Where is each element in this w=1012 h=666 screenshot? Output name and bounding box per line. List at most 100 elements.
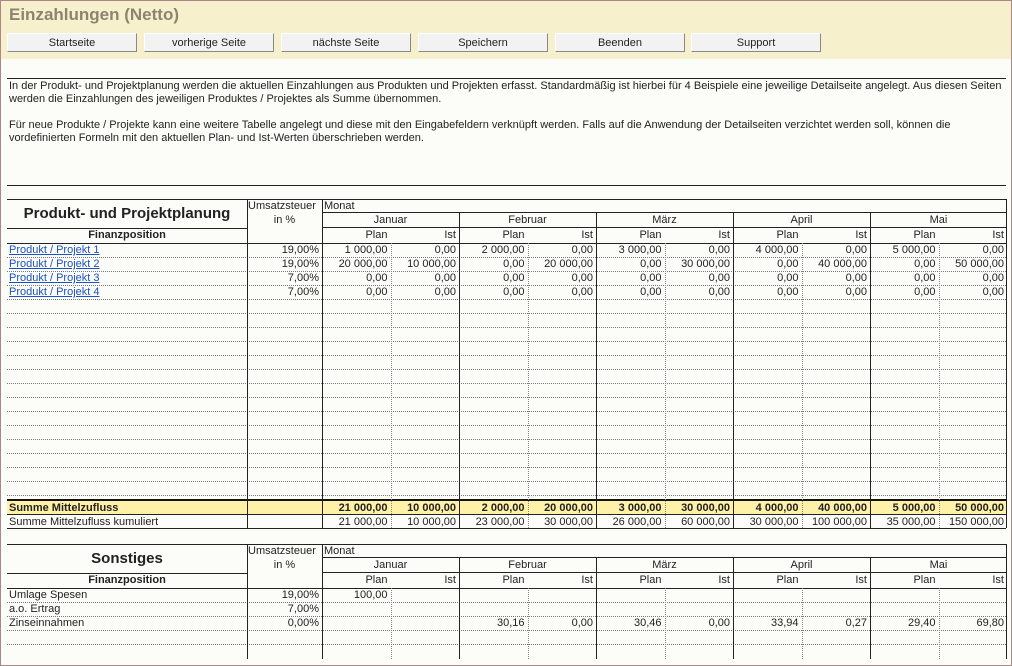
table-line [322, 212, 1006, 213]
value-cell: 0,00 [982, 286, 1004, 298]
row-line [7, 481, 1006, 482]
value-cell: 0,00 [571, 244, 593, 256]
value-cell: 10 000,00 [407, 258, 456, 270]
column-header: Monat [324, 200, 355, 212]
value-cell: 60 000,00 [681, 516, 730, 528]
nav-button[interactable]: Speichern [418, 33, 548, 52]
row-label[interactable]: Produkt / Projekt 2 [9, 258, 100, 270]
nav-button[interactable]: Startseite [7, 33, 137, 52]
value-cell: 30,16 [496, 617, 525, 629]
column-line [870, 557, 871, 659]
month-header: Mai [929, 214, 948, 226]
column-line [664, 243, 666, 528]
column-header: Umsatzsteuer [248, 545, 316, 557]
value-cell: 0,00 [503, 258, 525, 270]
plan-header: Plan [776, 229, 799, 241]
value-cell: 0,00 [503, 272, 525, 284]
table-line [322, 572, 1006, 573]
row-line [7, 369, 1006, 370]
row-label: Summe Mittelzufluss kumuliert [9, 516, 159, 528]
value-cell: 30 000,00 [749, 516, 799, 528]
month-header: April [790, 559, 813, 571]
value-cell: 0,00 [503, 286, 525, 298]
value-cell: 0,00 [708, 244, 730, 256]
column-line [247, 544, 248, 659]
nav-button[interactable]: nächste Seite [281, 33, 411, 52]
value-cell: 0,00 [708, 286, 730, 298]
plan-header: Plan [913, 229, 936, 241]
column-header: Umsatzsteuer [248, 200, 316, 212]
nav-button[interactable]: Beenden [555, 33, 685, 52]
sum-border [7, 499, 1006, 501]
plan-header: Plan [639, 574, 662, 586]
column-line [664, 588, 666, 659]
ist-header: Ist [855, 229, 867, 241]
value-cell: 0,00 [982, 244, 1004, 256]
ist-header: Ist [718, 574, 730, 586]
column-line [390, 588, 392, 659]
value-cell: 2 000,00 [481, 244, 525, 256]
value-cell: 0,00 [640, 258, 662, 270]
column-header: Monat [324, 545, 355, 557]
value-cell: 0,00 [845, 244, 867, 256]
table-line [322, 557, 1006, 558]
row-line [7, 285, 1006, 286]
row-label: Zinseinnahmen [9, 617, 85, 629]
row-line [7, 271, 1006, 272]
plan-header: Plan [365, 574, 388, 586]
column-line [596, 557, 597, 659]
row-line [7, 397, 1006, 398]
value-cell: 40 000,00 [818, 502, 867, 514]
row-label[interactable]: Produkt / Projekt 1 [9, 244, 100, 256]
value-cell: 5 000,00 [892, 502, 936, 514]
tax-rate: 7,00% [287, 286, 319, 298]
table-border [7, 199, 1006, 200]
column-line [1006, 544, 1007, 659]
nav-button[interactable]: Support [691, 33, 821, 52]
value-cell: 40 000,00 [818, 258, 867, 270]
row-label[interactable]: Produkt / Projekt 4 [9, 286, 100, 298]
row-line [7, 327, 1006, 328]
value-cell: 0,00 [640, 286, 662, 298]
value-cell: 0,00 [366, 272, 388, 284]
sum-band [7, 501, 1006, 514]
value-cell: 10 000,00 [407, 516, 456, 528]
value-cell: 0,00 [434, 272, 456, 284]
row-label[interactable]: Produkt / Projekt 3 [9, 272, 100, 284]
value-cell: 3 000,00 [618, 502, 662, 514]
table-line [7, 528, 1006, 529]
plan-header: Plan [776, 574, 799, 586]
column-line [322, 199, 323, 528]
separator [7, 78, 1006, 79]
value-cell: 2 000,00 [481, 502, 525, 514]
plan-header: Plan [502, 229, 525, 241]
column-line [733, 212, 734, 528]
row-line [7, 411, 1006, 412]
month-header: März [652, 559, 677, 571]
intro-paragraph: In der Produkt- und Projektplanung werde… [9, 80, 1002, 105]
value-cell: 3 000,00 [618, 244, 662, 256]
table-line [7, 514, 1006, 515]
month-header: Mai [929, 559, 948, 571]
row-label: Summe Mittelzufluss [9, 502, 119, 514]
nav-button[interactable]: vorherige Seite [144, 33, 274, 52]
value-cell: 1 000,00 [344, 244, 388, 256]
row-label: Umlage Spesen [9, 589, 88, 601]
row-line [7, 439, 1006, 440]
separator [7, 185, 1006, 186]
value-cell: 0,00 [777, 286, 799, 298]
column-line [733, 557, 734, 659]
value-cell: 0,00 [914, 272, 936, 284]
table-line [7, 573, 247, 574]
value-cell: 0,00 [640, 272, 662, 284]
row-line [7, 299, 1006, 300]
column-line [247, 199, 248, 528]
value-cell: 0,00 [845, 286, 867, 298]
intro-paragraph: Für neue Produkte / Projekte kann eine w… [9, 119, 951, 144]
value-cell: 30 000,00 [681, 502, 730, 514]
column-header: Finanzposition [88, 574, 166, 586]
column-line [459, 212, 460, 528]
table-title: Sonstiges [91, 550, 163, 567]
column-line [527, 588, 529, 659]
row-line [7, 495, 1006, 496]
